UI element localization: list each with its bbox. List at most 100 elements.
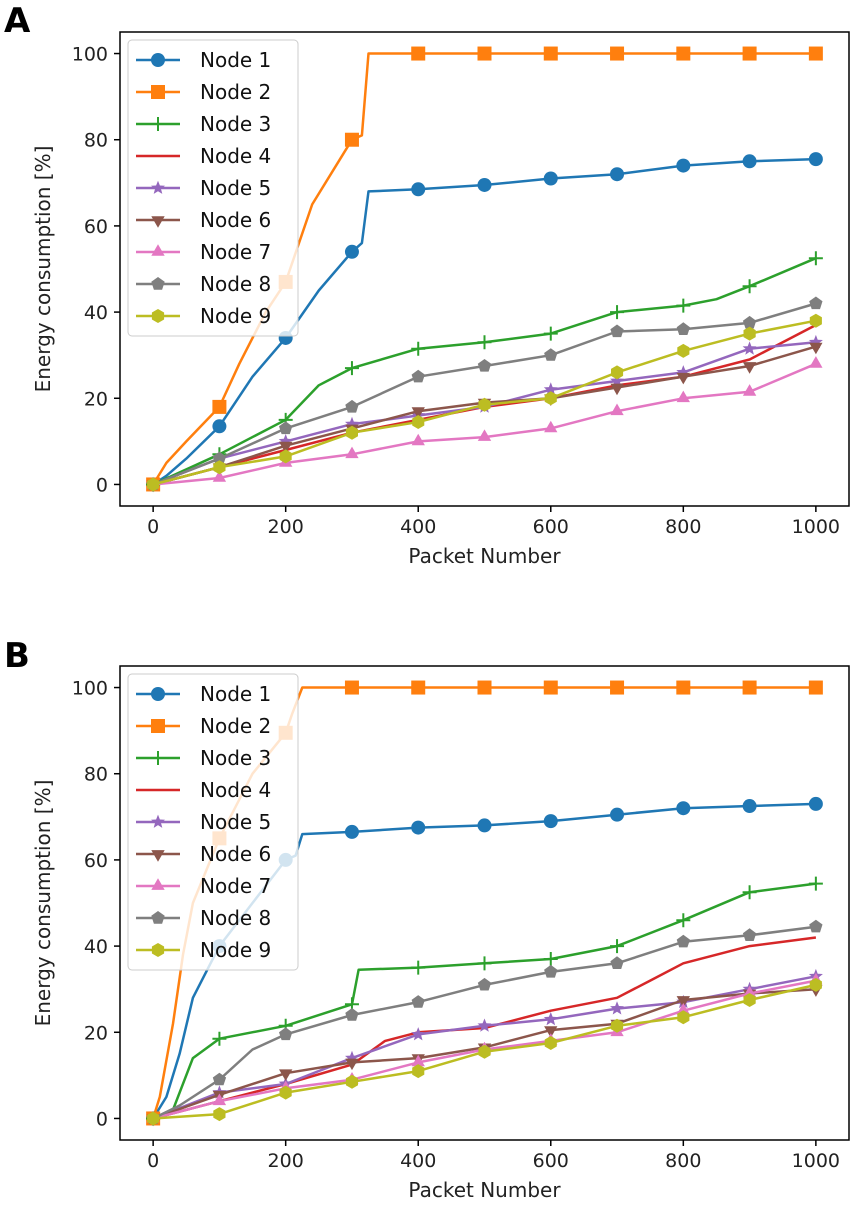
data-point	[809, 919, 823, 933]
legend-label: Node 6	[200, 842, 271, 866]
series-line	[152, 882, 817, 1120]
data-point	[344, 680, 359, 695]
y-tick-label: 60	[84, 216, 108, 238]
data-point	[279, 1085, 292, 1100]
data-point	[610, 956, 624, 969]
legend-marker	[151, 309, 165, 323]
x-tick-label: 1000	[792, 516, 840, 538]
legend-label: Node 9	[200, 938, 271, 962]
y-tick-label: 100	[72, 678, 108, 700]
x-axis-label: Packet Number	[408, 544, 561, 568]
y-axis-label: Energy consumption [%]	[31, 146, 55, 393]
x-axis-label: Packet Number	[408, 1178, 561, 1202]
data-point	[411, 1027, 426, 1041]
legend-label: Node 3	[200, 746, 271, 770]
data-point	[611, 365, 624, 380]
data-point	[742, 384, 757, 396]
data-point	[212, 419, 227, 434]
data-point	[279, 1027, 293, 1041]
data-point	[543, 382, 558, 396]
data-point	[743, 326, 756, 341]
x-tick-label: 400	[400, 516, 436, 538]
legend-marker	[151, 911, 165, 924]
data-point	[742, 46, 757, 61]
data-point	[411, 182, 426, 197]
data-point	[809, 296, 823, 310]
x-tick-label: 200	[268, 1150, 304, 1172]
data-point	[147, 1111, 160, 1126]
series-node-2	[146, 46, 823, 492]
legend: Node 1 Node 2 Node 3 Node 4 Node 5 Node 6 Node…	[127, 673, 299, 971]
data-point	[677, 343, 690, 358]
data-point	[809, 342, 823, 355]
data-point	[610, 939, 625, 954]
y-tick-label: 0	[96, 474, 108, 496]
legend-item: Node 2	[136, 714, 271, 738]
legend-box	[127, 39, 299, 337]
data-point	[411, 995, 425, 1008]
legend: Node 1 Node 2 Node 3 Node 4 Node 5 Node 6 Node…	[127, 39, 299, 337]
data-point	[742, 279, 757, 294]
data-point	[808, 876, 823, 891]
legend-marker	[151, 687, 165, 701]
legend-marker	[151, 277, 165, 290]
x-tick-label: 200	[268, 516, 304, 538]
panel-label: B	[4, 636, 30, 676]
legend-label: Node 9	[200, 304, 271, 328]
series-node-3	[146, 251, 823, 492]
legend-label: Node 6	[200, 208, 271, 232]
y-tick-label: 40	[84, 302, 108, 324]
data-point	[610, 46, 625, 61]
legend-item: Node 8	[136, 906, 271, 930]
data-point	[676, 934, 690, 948]
series-line	[152, 802, 816, 1120]
legend-label: Node 4	[200, 144, 271, 168]
data-point	[412, 1064, 425, 1079]
chart-panel-b: B 0 200 400 600 800 1000 0 20 40 60 80 100 Packet Num…	[4, 636, 850, 1202]
data-point	[477, 359, 492, 372]
data-point	[147, 477, 160, 492]
legend-label: Node 5	[200, 176, 271, 200]
legend-label: Node 7	[200, 240, 271, 264]
data-point	[544, 420, 558, 433]
legend-marker	[151, 850, 165, 862]
axes-frame	[119, 665, 850, 1141]
y-tick-label: 80	[84, 764, 108, 786]
data-point	[808, 251, 823, 266]
data-point	[809, 977, 822, 992]
x-tick-label: 0	[147, 1150, 159, 1172]
data-point	[610, 1001, 624, 1015]
x-tick-label: 1000	[792, 1150, 840, 1172]
data-point	[212, 470, 227, 482]
data-point	[676, 158, 691, 173]
legend-label: Node 3	[200, 112, 271, 136]
data-point	[742, 154, 757, 169]
data-point	[477, 46, 492, 61]
legend-item: Node 6	[136, 208, 271, 232]
data-point	[477, 1018, 492, 1032]
data-point	[411, 960, 426, 975]
data-point	[213, 460, 226, 475]
data-point	[345, 1058, 359, 1071]
data-point	[742, 680, 757, 695]
data-point	[676, 913, 691, 928]
series-line	[152, 157, 816, 486]
x-tick-label: 600	[533, 516, 569, 538]
data-point	[279, 1069, 293, 1081]
data-point	[411, 1054, 425, 1067]
data-point	[676, 1003, 690, 1015]
data-point	[544, 964, 558, 978]
x-tick-label: 0	[147, 516, 159, 538]
legend-marker	[151, 85, 165, 99]
data-point	[279, 421, 293, 435]
data-point	[279, 449, 292, 464]
legend-item: Node 5	[136, 810, 271, 834]
data-point	[477, 335, 492, 350]
y-tick-label: 40	[84, 936, 108, 958]
data-point	[742, 985, 757, 998]
data-point	[610, 403, 624, 416]
data-point	[676, 372, 690, 385]
legend-marker	[151, 943, 165, 957]
data-point	[742, 799, 757, 814]
